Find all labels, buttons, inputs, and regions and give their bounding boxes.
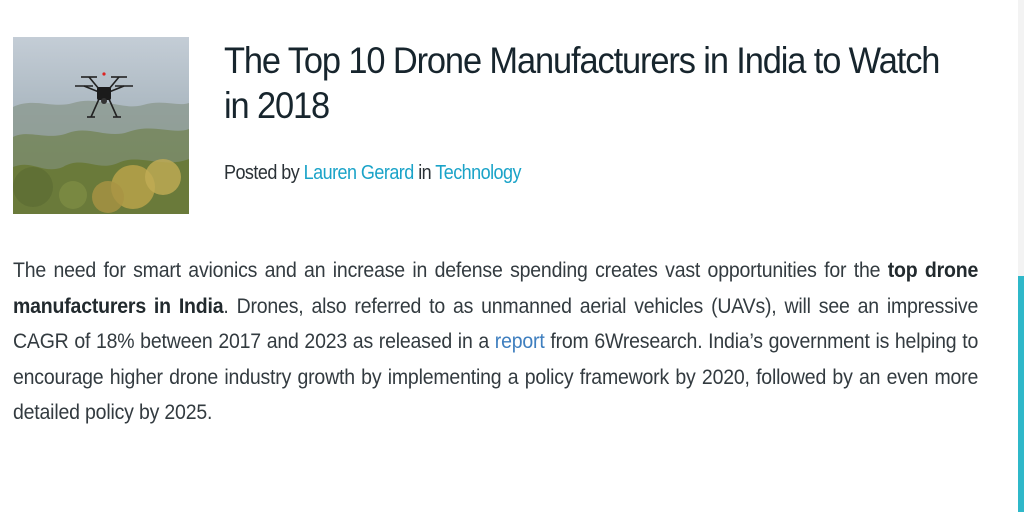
paragraph-text-1: The need for smart avionics and an incre… bbox=[13, 259, 888, 282]
paragraph-text-3: from 6Wresearch. India’s government is h… bbox=[13, 330, 979, 424]
paragraph-bold-phrase: top drone manufacturers in India bbox=[13, 259, 979, 318]
byline-middle: in bbox=[418, 162, 432, 184]
scrollbar-track[interactable] bbox=[1018, 0, 1024, 512]
report-link[interactable]: report bbox=[494, 330, 545, 353]
category-link[interactable]: Technology bbox=[435, 162, 521, 184]
drone-photo-icon bbox=[13, 37, 189, 214]
article-title: The Top 10 Drone Manufacturers in India … bbox=[224, 40, 940, 126]
article-intro-paragraph: The need for smart avionics and an incre… bbox=[13, 253, 978, 431]
byline-prefix: Posted by bbox=[224, 162, 300, 184]
paragraph-text-2: . Drones, also referred to as unmanned a… bbox=[13, 294, 979, 354]
article-thumbnail[interactable] bbox=[13, 37, 189, 214]
article-byline: Posted by Lauren Gerard in Technology bbox=[224, 159, 521, 187]
author-link[interactable]: Lauren Gerard bbox=[303, 162, 415, 184]
scrollbar-thumb[interactable] bbox=[1018, 276, 1024, 512]
